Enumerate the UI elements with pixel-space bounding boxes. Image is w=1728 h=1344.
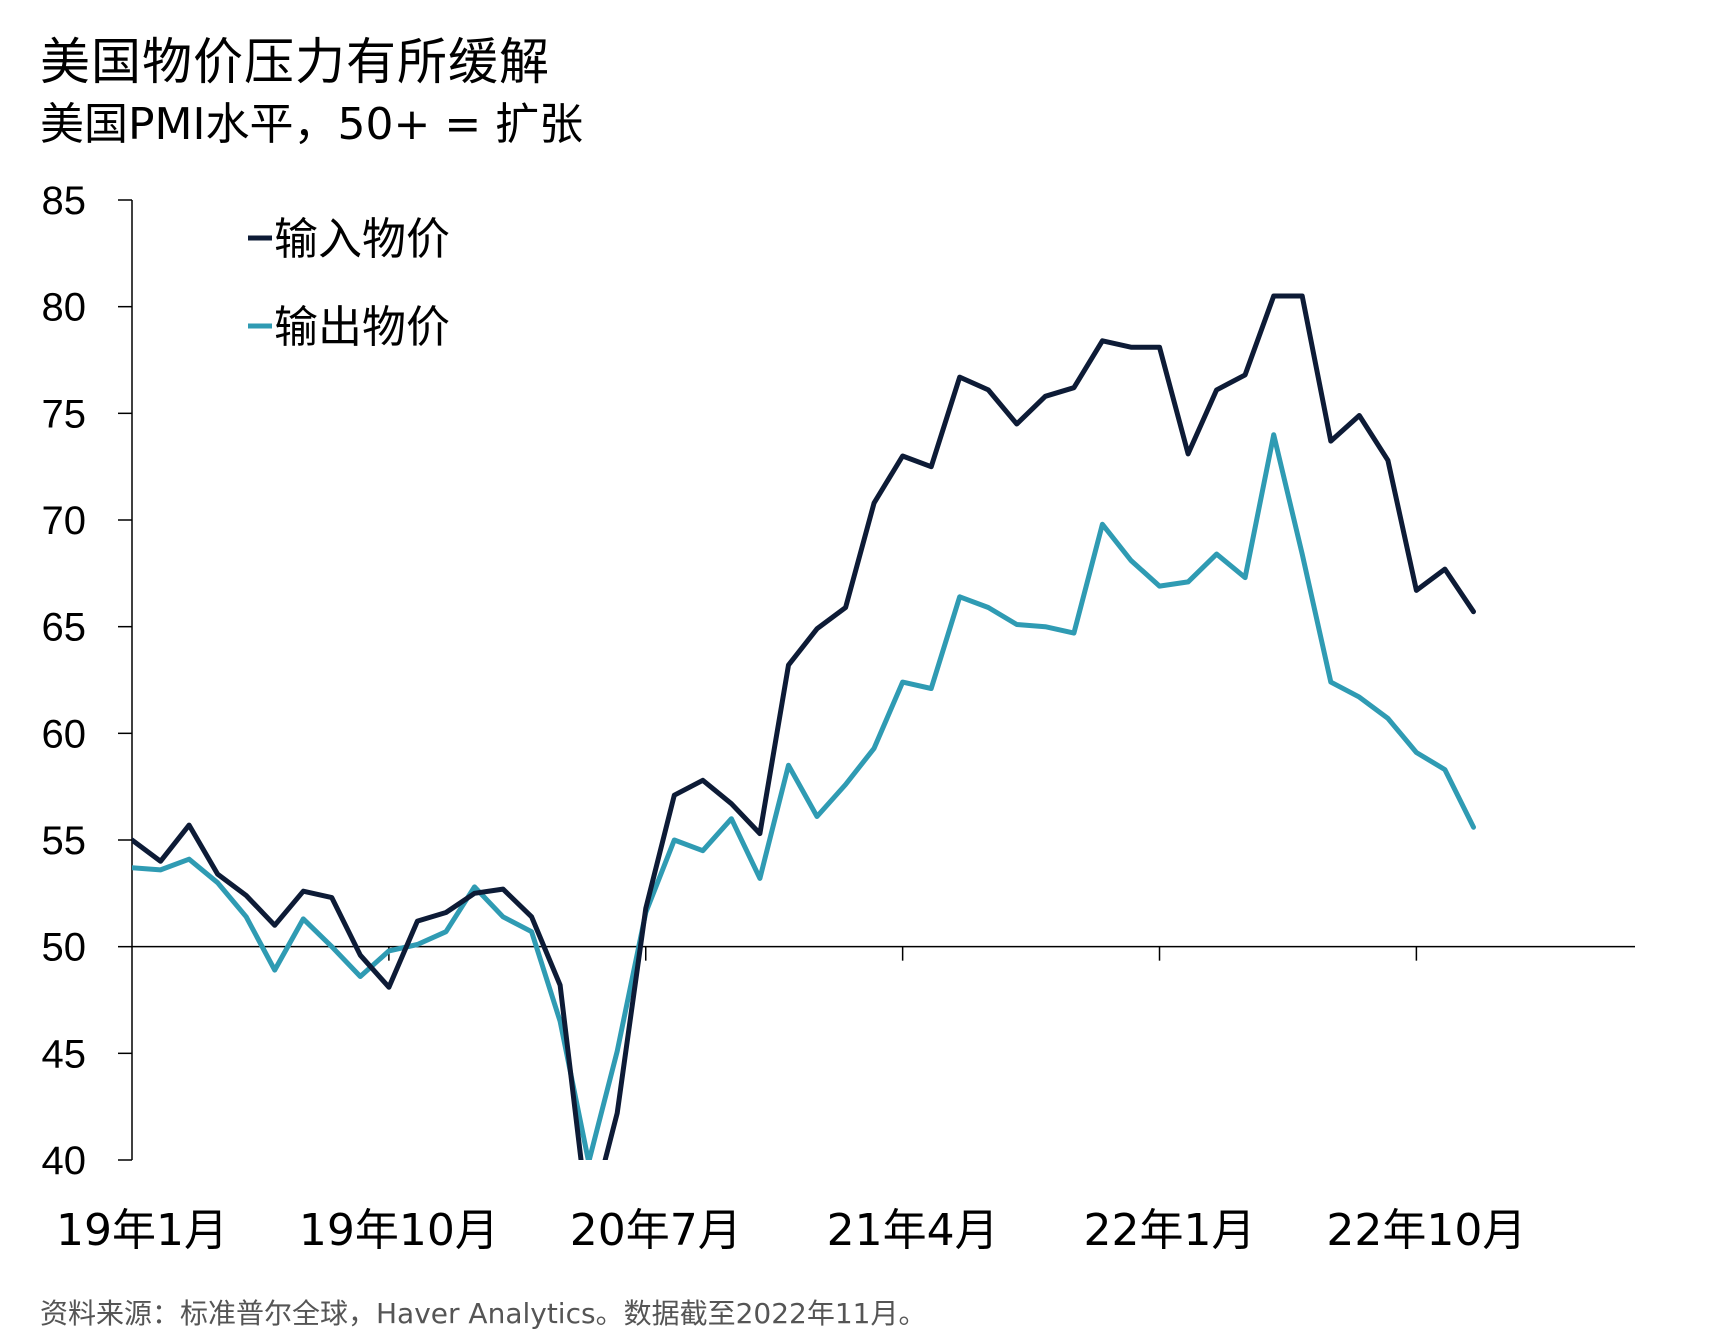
series-line-output-prices [132,432,1476,1160]
x-axis: 19年1月 19年10月 20年7月 21年4月 22年1月 22年10月 [56,945,1635,1256]
x-tick-label: 22年1月 [1084,1205,1256,1256]
y-tick-label: 60 [42,712,87,756]
y-tick-label: 55 [42,819,87,863]
y-tick-label: 40 [42,1139,87,1183]
y-tick-label: 50 [42,926,87,970]
series-layer [132,293,1476,1160]
y-tick-label: 65 [42,606,87,650]
y-axis: 85 80 75 70 65 60 55 50 45 40 [42,179,133,1183]
source-note: 资料来源：标准普尔全球，Haver Analytics。数据截至2022年11月… [40,1297,927,1330]
y-tick-label: 45 [42,1032,87,1076]
chart-title: 美国物价压力有所缓解 [40,33,550,91]
series-line-input-prices [132,293,1476,1160]
x-tick-label: 20年7月 [570,1205,742,1256]
x-tick-label: 19年10月 [299,1205,499,1256]
y-tick-label: 70 [42,499,87,543]
y-tick-label: 80 [42,286,87,330]
legend-label: 输入物价 [274,214,450,265]
x-tick-label: 21年4月 [827,1205,999,1256]
legend-label: 输出物价 [274,302,450,353]
y-tick-label: 75 [42,392,87,436]
chart-subtitle: 美国PMI水平，50+ = 扩张 [40,99,584,150]
y-tick-label: 85 [42,179,87,223]
x-tick-label: 19年1月 [56,1205,228,1256]
x-tick-label: 22年10月 [1326,1205,1526,1256]
